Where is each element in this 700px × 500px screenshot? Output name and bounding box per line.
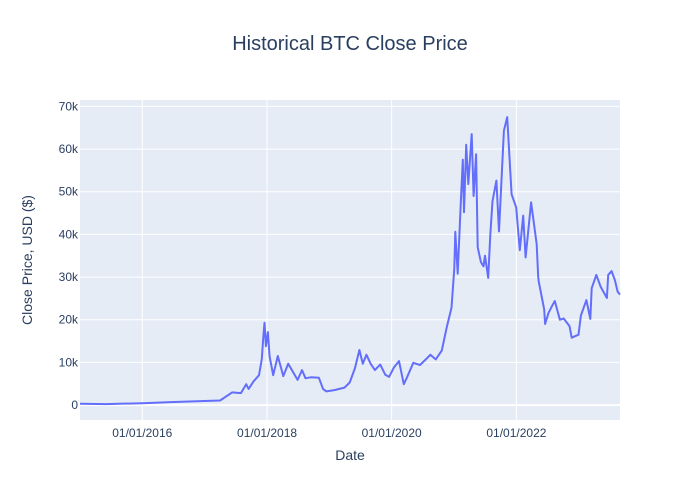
y-gridlines	[80, 105, 620, 407]
y-tick-label: 30k	[59, 270, 79, 284]
price-line	[79, 116, 621, 406]
x-tick-labels: 01/01/2016 01/01/2018 01/01/2020 01/01/2022	[112, 426, 546, 440]
y-tick-labels: 0 10k 20k 30k 40k 50k 60k 70k	[59, 99, 79, 412]
y-tick-label: 40k	[59, 227, 79, 241]
y-tick-label: 60k	[59, 142, 79, 156]
x-axis-title: Date	[335, 447, 365, 463]
y-tick-label: 50k	[59, 185, 79, 199]
x-tick-label: 01/01/2018	[237, 426, 297, 440]
plot-area	[80, 100, 620, 420]
y-axis-title: Close Price, USD ($)	[19, 195, 35, 325]
x-tick-label: 01/01/2016	[112, 426, 172, 440]
y-tick-label: 0	[71, 398, 78, 412]
chart-title: Historical BTC Close Price	[232, 33, 468, 55]
y-tick-label: 70k	[59, 99, 79, 113]
y-tick-label: 20k	[59, 313, 79, 327]
x-gridlines	[141, 100, 517, 420]
y-tick-label: 10k	[59, 355, 79, 369]
x-tick-label: 01/01/2020	[362, 426, 422, 440]
price-series	[79, 116, 621, 406]
x-tick-label: 01/01/2022	[486, 426, 546, 440]
